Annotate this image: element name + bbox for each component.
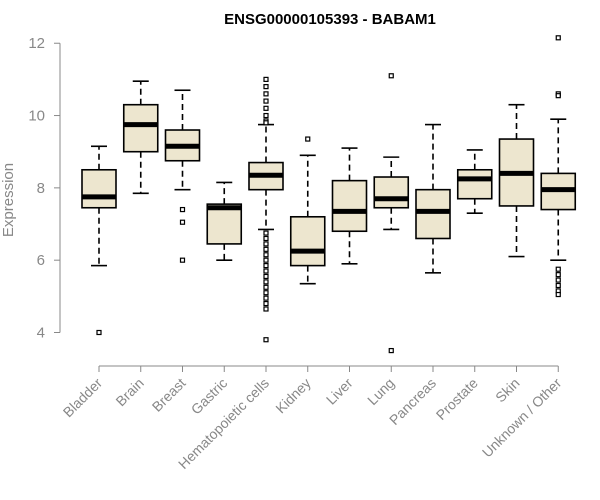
outlier-point xyxy=(263,76,269,82)
chart-title: ENSG00000105393 - BABAM1 xyxy=(224,11,436,28)
box-group xyxy=(289,136,326,285)
outlier-point xyxy=(263,306,269,312)
outlier-point xyxy=(555,291,561,298)
boxplot-series xyxy=(81,35,577,354)
x-tick-label: Bladder xyxy=(60,375,106,421)
outlier-point xyxy=(263,337,269,343)
box-iqr xyxy=(415,188,451,240)
outlier-point xyxy=(263,295,269,301)
outlier-point xyxy=(263,263,269,269)
box-group xyxy=(248,76,284,343)
box-group xyxy=(373,73,410,354)
y-tick-label: 8 xyxy=(37,180,45,197)
x-tick-label: Prostate xyxy=(433,375,481,423)
outlier-point xyxy=(263,300,269,307)
y-axis-label: Expression xyxy=(0,163,17,237)
outlier-point xyxy=(263,252,269,258)
box-iqr xyxy=(373,176,410,209)
outlier-point xyxy=(555,35,561,41)
y-tick-label: 6 xyxy=(37,252,45,269)
x-tick-label: Lung xyxy=(364,375,397,408)
outlier-point xyxy=(305,136,311,142)
box-iqr xyxy=(456,168,493,200)
y-tick-label: 4 xyxy=(37,324,45,341)
x-tick-label: Liver xyxy=(323,375,356,408)
y-tick-label: 12 xyxy=(28,35,45,52)
box-iqr xyxy=(122,103,159,153)
outlier-point xyxy=(263,91,269,97)
x-tick-label: Skin xyxy=(492,375,523,406)
box-group xyxy=(456,149,493,214)
x-tick-label: Kidney xyxy=(272,375,314,417)
box-group xyxy=(81,145,117,336)
x-tick-label: Unknown / Other xyxy=(479,375,565,461)
outlier-point xyxy=(555,272,561,278)
box-group xyxy=(122,80,159,195)
outlier-point xyxy=(179,206,186,213)
outlier-point xyxy=(388,347,394,354)
outlier-point xyxy=(263,230,269,236)
box-group xyxy=(415,123,451,274)
box-group xyxy=(498,103,535,258)
y-axis: 4 6 8 10 12 xyxy=(28,35,61,341)
outlier-point xyxy=(179,219,186,225)
outlier-point xyxy=(263,120,269,126)
box-group xyxy=(331,147,368,265)
outlier-point xyxy=(263,112,269,119)
box-iqr xyxy=(331,179,368,233)
outlier-point xyxy=(263,273,269,280)
box-group xyxy=(164,89,201,263)
outlier-point xyxy=(263,235,269,242)
outlier-point xyxy=(263,290,269,296)
x-tick-label: Brain xyxy=(112,375,146,409)
outlier-point xyxy=(263,284,269,290)
outlier-point xyxy=(555,282,561,289)
box-group xyxy=(206,181,243,261)
outlier-point xyxy=(263,246,269,252)
y-tick-label: 10 xyxy=(28,108,45,125)
outlier-point xyxy=(263,268,269,274)
box-iqr xyxy=(289,215,326,267)
outlier-point xyxy=(96,329,102,336)
outlier-point xyxy=(555,266,561,272)
x-tick-label: Breast xyxy=(149,375,189,415)
outlier-point xyxy=(179,257,186,263)
outlier-point xyxy=(263,105,269,111)
outlier-point xyxy=(263,84,269,90)
outlier-point xyxy=(388,73,394,79)
outlier-point xyxy=(555,93,561,99)
outlier-point xyxy=(263,279,269,285)
outlier-point xyxy=(263,98,269,104)
outlier-point xyxy=(555,277,561,283)
box-group xyxy=(540,35,577,298)
outlier-point xyxy=(263,257,269,263)
box-iqr xyxy=(206,203,243,245)
box-iqr xyxy=(81,168,117,209)
outlier-point xyxy=(263,241,269,247)
